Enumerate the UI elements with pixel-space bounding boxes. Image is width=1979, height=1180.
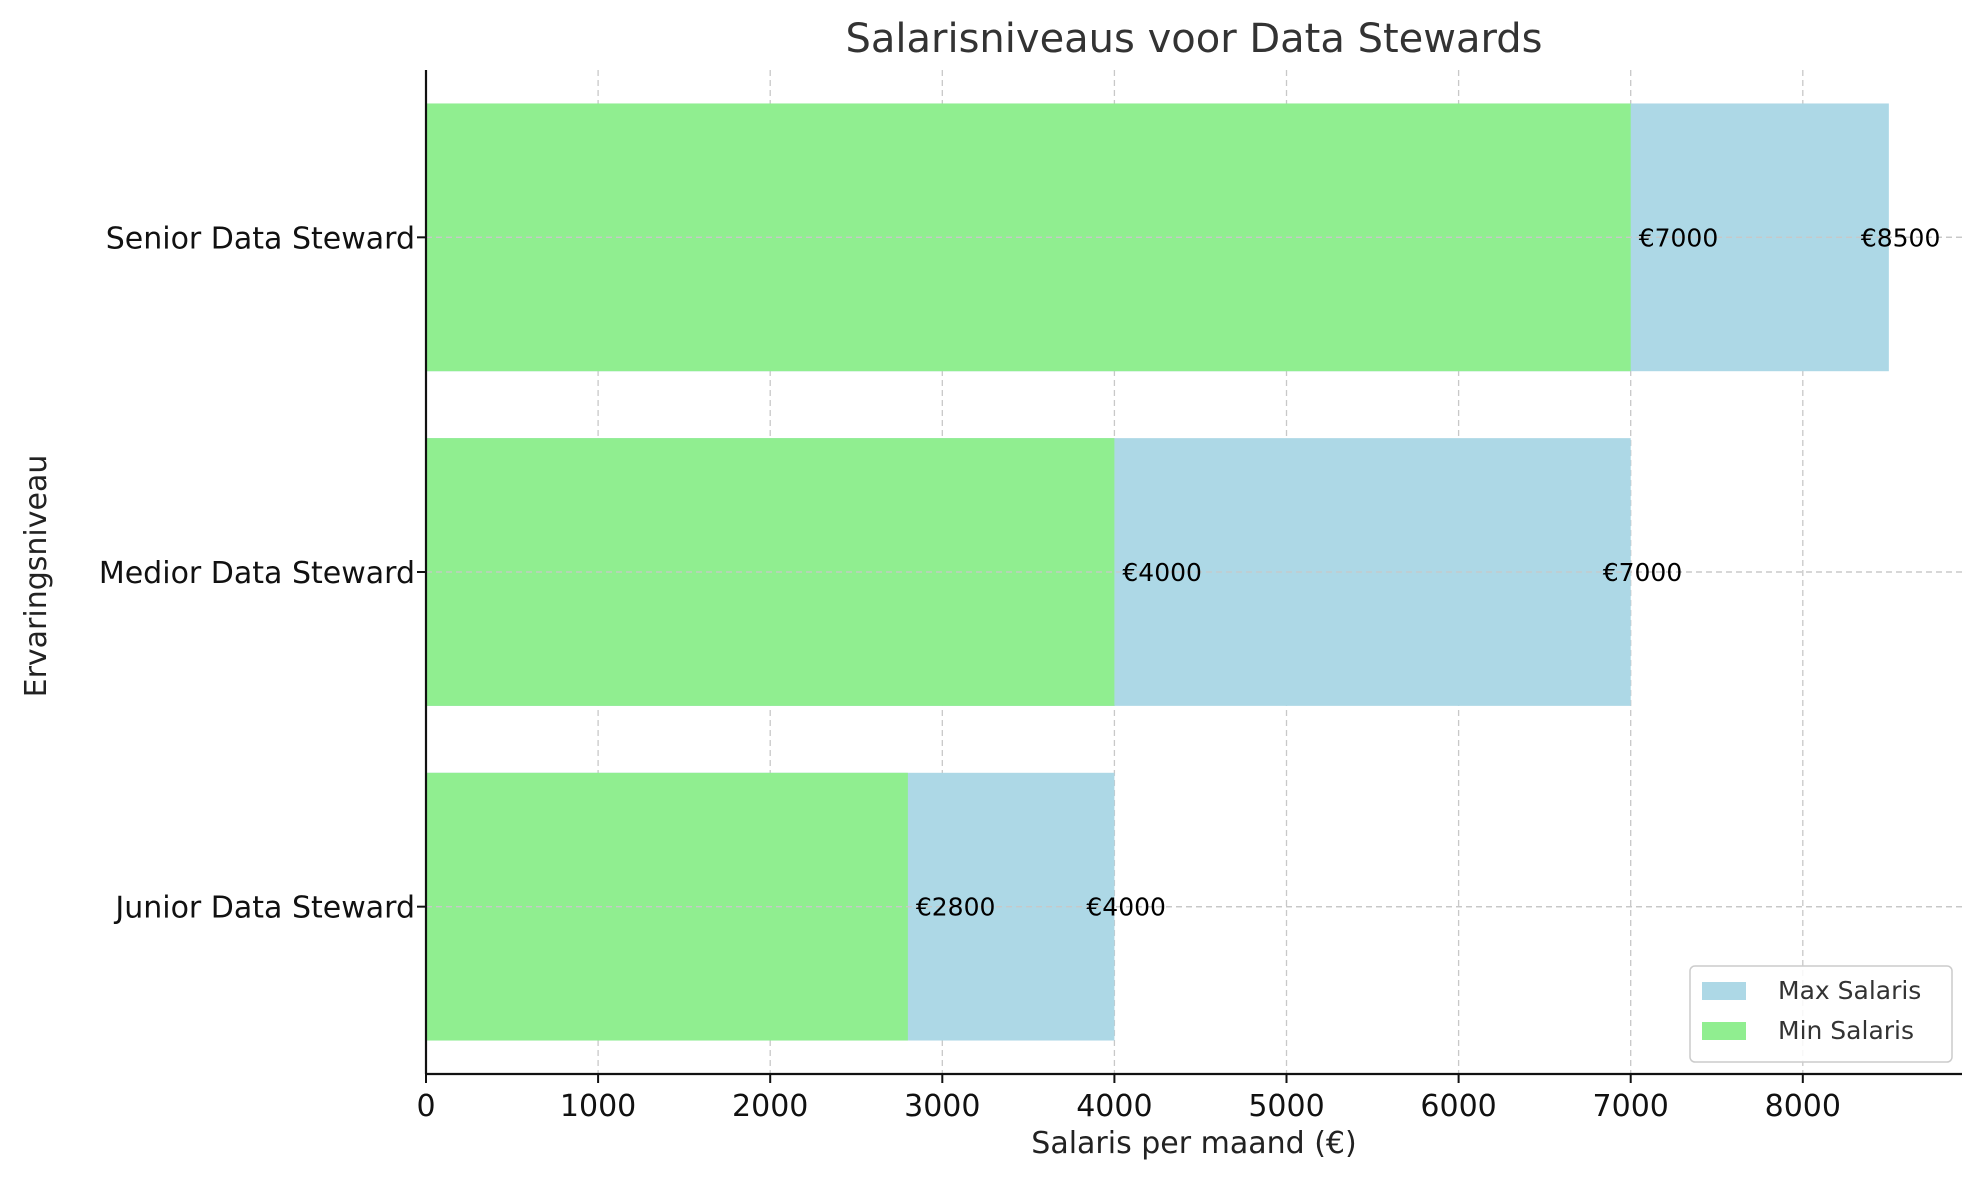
x-tick-label: 2000 bbox=[732, 1089, 808, 1124]
legend-swatch bbox=[1702, 982, 1746, 1000]
legend-swatch bbox=[1702, 1022, 1746, 1040]
x-axis-label: Salaris per maand (€) bbox=[1031, 1126, 1356, 1161]
max-salary-label: €4000 bbox=[1086, 893, 1166, 922]
legend-label: Max Salaris bbox=[1778, 976, 1921, 1005]
y-grid-overlay bbox=[426, 236, 1962, 908]
x-tick-label: 7000 bbox=[1593, 1089, 1669, 1124]
min-salary-label: €7000 bbox=[1639, 223, 1719, 252]
data-labels-layer: €2800 €4000 €7000 €4000 €7000 €8500 bbox=[916, 223, 1941, 921]
legend-label: Min Salaris bbox=[1778, 1016, 1914, 1045]
x-tick-label: 4000 bbox=[1076, 1089, 1152, 1124]
x-tick-label: 5000 bbox=[1248, 1089, 1324, 1124]
chart-title: Salarisniveaus voor Data Stewards bbox=[846, 16, 1543, 62]
y-axis-label: Ervaringsniveau bbox=[19, 455, 54, 698]
category-label: Medior Data Steward bbox=[99, 556, 415, 591]
x-tick-label: 0 bbox=[416, 1089, 435, 1124]
x-tick-label: 8000 bbox=[1765, 1089, 1841, 1124]
max-salary-label: €7000 bbox=[1603, 558, 1683, 587]
min-salary-label: €2800 bbox=[916, 893, 996, 922]
x-tick-label: 6000 bbox=[1420, 1089, 1496, 1124]
category-label: Junior Data Steward bbox=[113, 891, 415, 926]
x-tick-label: 1000 bbox=[560, 1089, 636, 1124]
category-label: Senior Data Steward bbox=[106, 221, 415, 256]
legend-box bbox=[1689, 965, 1953, 1063]
x-tick-label: 3000 bbox=[904, 1089, 980, 1124]
min-salary-label: €4000 bbox=[1122, 558, 1202, 587]
legend: Max Salaris Min Salaris bbox=[1689, 965, 1953, 1063]
axes-layer: 0 1000 2000 3000 4000 5000 6000 7000 8000 Junior … bbox=[99, 70, 1962, 1124]
max-salary-label: €8500 bbox=[1861, 223, 1941, 252]
